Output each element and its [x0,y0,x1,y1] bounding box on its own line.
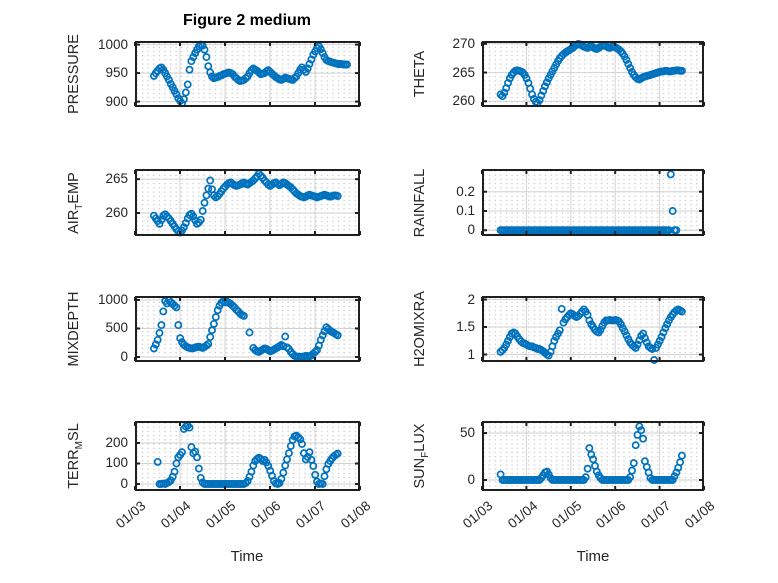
series-markers [153,421,342,488]
ytick-label-terrmsl: 100 [105,455,128,471]
ylabel-text: F [420,451,431,458]
major-grid [135,169,360,236]
xtick-label: 01/07 [293,498,329,532]
series-markers [496,304,686,364]
series-markers [496,422,686,484]
minor-grid [483,170,703,235]
ytick-label-pressure: 900 [105,93,128,109]
plot-area-sunflux [481,421,705,491]
xtick-label: 01/04 [158,498,194,532]
series-markers [496,170,681,235]
ytick-label-mixdepth: 1000 [97,291,128,307]
xtick-label: 01/07 [637,498,674,532]
xtick-label: 01/06 [593,498,629,532]
plot-area-theta [481,39,705,107]
axes-box [481,296,705,362]
xtick-label: 01/08 [338,498,374,532]
ytick-label-rainfall: 0.2 [456,183,475,199]
plot-area-rainfall [481,169,705,236]
axes-box [134,169,361,236]
ytick-label-theta: 260 [452,93,475,109]
ytick-label-h2omixra: 2 [467,291,475,307]
ytick-label-pressure: 1000 [97,36,128,52]
ytick-label-terrmsl: 0 [120,476,128,492]
ytick-label-terrmsl: 200 [105,434,128,450]
series-markers [149,296,342,361]
ytick-label-mixdepth: 500 [105,320,128,336]
series-markers [149,169,342,237]
axes-box [134,296,361,362]
plot-area-pressure [134,40,361,108]
minor-grid [483,297,703,361]
ytick-label-sunflux: 0 [467,472,475,487]
major-grid [482,296,704,362]
ytick-label-rainfall: 0.1 [456,202,475,218]
xtick-label: 01/05 [548,498,585,532]
ylabel-sunflux: SUNFLUX [411,366,431,546]
plot-area-h2omixra [481,296,705,364]
series-markers [496,39,686,107]
ytick-label-airtemp: 260 [105,204,128,220]
ytick-label-rainfall: 0 [467,222,475,238]
axes-box [134,41,361,107]
xtick-label: 01/04 [504,498,541,532]
ytick-label-h2omixra: 1 [467,346,475,362]
axes-box [481,421,705,491]
xtick-label: 01/03 [113,498,149,532]
ytick-label-pressure: 950 [105,65,128,81]
ytick-label-airtemp: 265 [105,171,128,187]
ytick-label-sunflux: 50 [459,425,475,441]
xtick-label: 01/05 [203,498,239,532]
plot-area-airtemp [134,169,361,237]
figure-title: Figure 2 medium [182,12,312,29]
axes-box [481,41,705,107]
ytick-label-theta: 265 [452,64,475,80]
plot-area-terrmsl [134,421,361,491]
axes-box [134,421,361,491]
ytick-label-h2omixra: 1.5 [456,319,475,335]
axes-box [481,169,705,236]
xtick-label: 01/03 [460,498,496,532]
xaxis-title-right: Time [576,548,610,565]
plot-area-mixdepth [134,296,361,362]
ytick-label-mixdepth: 0 [120,348,128,364]
series-markers [149,40,351,108]
ytick-label-theta: 270 [452,35,475,51]
xtick-label: 01/06 [248,498,284,532]
xaxis-title-left: Time [230,548,264,565]
xtick-label: 01/08 [682,498,718,532]
